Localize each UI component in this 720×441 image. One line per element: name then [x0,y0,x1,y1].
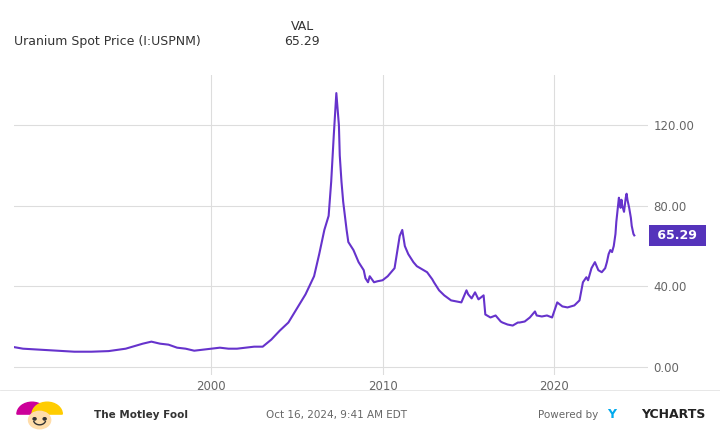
Text: Uranium Spot Price (I:USPNM): Uranium Spot Price (I:USPNM) [14,35,201,48]
Text: 65.29: 65.29 [284,35,320,48]
Text: Powered by: Powered by [538,410,601,419]
Circle shape [29,411,50,429]
Wedge shape [17,402,48,414]
Text: The Motley Fool: The Motley Fool [94,410,188,419]
Text: VAL: VAL [291,20,314,33]
Circle shape [33,418,36,420]
Text: YCHARTS: YCHARTS [642,408,706,421]
Text: Y: Y [607,408,616,421]
Wedge shape [32,402,63,414]
Text: 65.29: 65.29 [653,229,701,242]
Text: Oct 16, 2024, 9:41 AM EDT: Oct 16, 2024, 9:41 AM EDT [266,410,408,419]
Circle shape [43,418,46,420]
